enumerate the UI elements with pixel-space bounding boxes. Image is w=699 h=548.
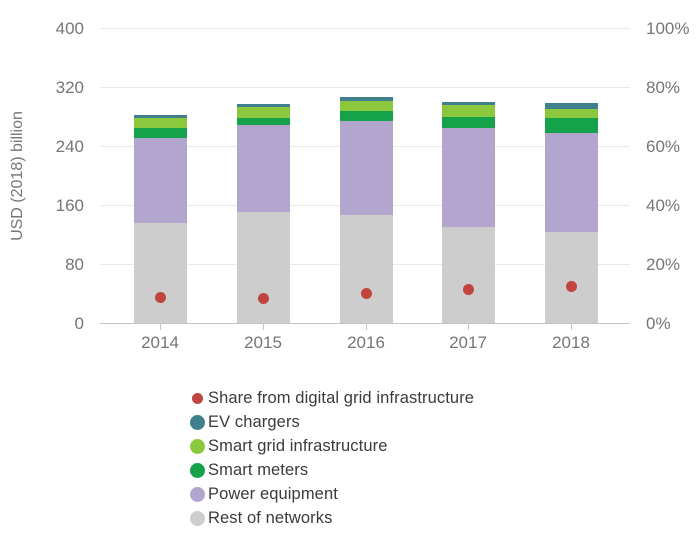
y-axis-tick-label-left: 80 bbox=[65, 255, 84, 274]
share-dot-2017 bbox=[462, 284, 474, 296]
bar-segment-smart-grid-infrastructure-2017 bbox=[441, 105, 495, 117]
bar-segment-rest-of-networks-2016 bbox=[339, 214, 393, 323]
bar-segment-smart-grid-infrastructure-2016 bbox=[339, 101, 393, 111]
y-axis-tick-label-left: 160 bbox=[55, 196, 84, 215]
bar-segment-ev-chargers-2015 bbox=[236, 103, 290, 107]
legend-marker-icon bbox=[190, 510, 205, 526]
legend-marker-icon bbox=[190, 414, 205, 430]
bar-segment-power-equipment-2017 bbox=[441, 127, 495, 228]
gridline bbox=[100, 87, 630, 88]
bar-segment-smart-meters-2016 bbox=[339, 110, 393, 121]
legend-label: Smart grid infrastructure bbox=[208, 436, 388, 455]
y-axis-tick-label-left: 240 bbox=[55, 137, 84, 156]
gridline bbox=[100, 28, 630, 29]
share-dot-2016 bbox=[360, 288, 372, 299]
bar-segment-rest-of-networks-2018 bbox=[544, 231, 598, 323]
x-axis-tick-label: 2015 bbox=[244, 333, 282, 352]
x-axis-tick bbox=[571, 324, 572, 330]
legend-label: Share from digital grid infrastructure bbox=[208, 388, 475, 407]
bar-segment-smart-meters-2014 bbox=[133, 127, 187, 138]
legend-label: Power equipment bbox=[208, 484, 338, 503]
bar-segment-power-equipment-2015 bbox=[236, 125, 290, 213]
bar-segment-power-equipment-2014 bbox=[133, 137, 187, 223]
x-axis-tick bbox=[263, 324, 264, 330]
bar-segment-rest-of-networks-2015 bbox=[236, 212, 290, 323]
x-axis-tick-label: 2014 bbox=[141, 333, 179, 352]
bar-segment-smart-meters-2017 bbox=[441, 116, 495, 128]
x-axis-tick bbox=[468, 324, 469, 330]
legend-label: EV chargers bbox=[208, 412, 300, 431]
legend-label: Smart meters bbox=[208, 460, 309, 479]
y-axis-tick-label-right: 100% bbox=[646, 19, 690, 38]
y-axis-tick-label-right: 20% bbox=[646, 255, 681, 274]
legend-marker-icon bbox=[190, 438, 205, 454]
bar-segment-power-equipment-2018 bbox=[544, 132, 598, 232]
x-axis-tick-label: 2018 bbox=[552, 333, 590, 352]
bar-segment-ev-chargers-2017 bbox=[441, 102, 495, 106]
y-axis-tick-label-right: 40% bbox=[646, 196, 681, 215]
y-axis-tick-label-right: 0% bbox=[646, 314, 671, 333]
y-axis-tick-label-left: 0 bbox=[74, 314, 84, 333]
bar-segment-smart-grid-infrastructure-2014 bbox=[133, 117, 187, 128]
x-axis-line bbox=[100, 323, 630, 324]
bar-segment-rest-of-networks-2017 bbox=[441, 227, 495, 323]
share-dot-2015 bbox=[257, 293, 269, 305]
x-axis-tick-label: 2017 bbox=[449, 333, 487, 352]
y-axis-tick-label-left: 320 bbox=[55, 78, 84, 97]
legend-marker-icon bbox=[190, 462, 205, 478]
bar-segment-smart-grid-infrastructure-2018 bbox=[544, 109, 598, 118]
bar-segment-smart-grid-infrastructure-2015 bbox=[236, 106, 290, 118]
bar-segment-smart-meters-2018 bbox=[544, 117, 598, 133]
bar-segment-ev-chargers-2016 bbox=[339, 96, 393, 101]
y-axis-tick-label-left: 400 bbox=[55, 19, 84, 38]
bar-segment-smart-meters-2015 bbox=[236, 117, 290, 126]
bar-segment-power-equipment-2016 bbox=[339, 120, 393, 215]
bar-segment-ev-chargers-2014 bbox=[133, 115, 187, 118]
legend-marker-icon bbox=[192, 392, 203, 404]
y-axis-tick-label-right: 80% bbox=[646, 78, 681, 97]
legend-label: Rest of networks bbox=[208, 508, 333, 527]
share-dot-2014 bbox=[154, 292, 166, 304]
x-axis-tick bbox=[366, 324, 367, 330]
bar-segment-rest-of-networks-2014 bbox=[133, 222, 187, 323]
share-dot-2018 bbox=[565, 280, 577, 292]
y-axis-tick-label-right: 60% bbox=[646, 137, 681, 156]
x-axis-tick bbox=[160, 324, 161, 330]
x-axis-tick-label: 2016 bbox=[347, 333, 385, 352]
legend-marker-icon bbox=[190, 486, 205, 502]
bar-segment-ev-chargers-2018 bbox=[544, 103, 598, 110]
